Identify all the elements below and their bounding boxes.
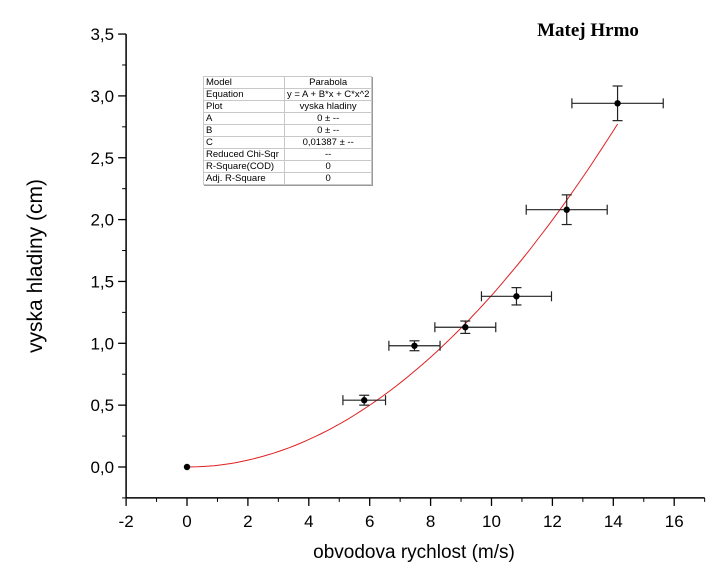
fit-curve <box>186 123 619 468</box>
stats-row: C 0,01387 ± -- <box>203 136 373 149</box>
stats-key: Plot <box>203 100 285 113</box>
data-point <box>614 100 621 107</box>
x-tick-label: 10 <box>482 512 501 531</box>
x-tick-label: 4 <box>304 512 313 531</box>
x-tick-label: 16 <box>665 512 684 531</box>
y-axis-label: vyska hladiny (cm) <box>24 179 47 353</box>
stats-value: 0 ± -- <box>283 112 373 125</box>
stats-value: 0,01387 ± -- <box>283 136 373 149</box>
data-marks <box>183 85 664 471</box>
stats-key: A <box>203 112 285 125</box>
stats-key: R-Square(COD) <box>203 160 285 173</box>
author-label: Matej Hrmo <box>537 20 639 41</box>
y-tick-label: 2,5 <box>90 149 114 168</box>
stats-row: Equation y = A + B*x + C*x^2 <box>203 88 373 101</box>
y-tick-label: 0,5 <box>90 396 114 415</box>
y-tick-label: 2,0 <box>90 211 114 230</box>
y-tick-label: 3,5 <box>90 25 114 44</box>
stats-value: 0 <box>283 172 373 185</box>
stats-row: Reduced Chi-Sqr -- <box>203 148 373 161</box>
data-point-group <box>388 340 441 352</box>
data-point <box>563 206 570 213</box>
stats-row: Model Parabola <box>203 76 373 89</box>
stats-key: Equation <box>203 88 285 101</box>
x-tick-label: 2 <box>243 512 252 531</box>
stats-value: -- <box>283 148 373 161</box>
x-tick-label: 0 <box>182 512 191 531</box>
data-point-group <box>342 394 387 406</box>
x-tick-label: 6 <box>365 512 374 531</box>
x-axis-label: obvodova rychlost (m/s) <box>313 542 515 563</box>
axes: -2 0 2 4 6 8 10 12 14 16 0,0 0,5 1,0 1,5 2,0 2,5 3,0 3,5 <box>90 25 706 531</box>
x-tick-label: 8 <box>426 512 435 531</box>
stats-key: C <box>203 136 285 149</box>
x-tick-label: 14 <box>604 512 623 531</box>
data-point-group <box>525 194 608 226</box>
data-point-group <box>434 320 497 335</box>
fit-stats-table: Model Parabola Equation y = A + B*x + C*x^2… <box>203 76 373 185</box>
stats-key: Reduced Chi-Sqr <box>203 148 285 161</box>
stats-key: Model <box>203 76 285 89</box>
y-tick-label: 0,0 <box>90 458 114 477</box>
stats-row: R-Square(COD) 0 <box>203 160 373 173</box>
y-tick-label: 1,5 <box>90 272 114 291</box>
data-point <box>462 324 469 331</box>
stats-value: 0 <box>283 160 373 173</box>
data-point-group <box>183 463 191 471</box>
stats-value: Parabola <box>283 76 373 89</box>
stats-row: Adj. R-Square 0 <box>203 172 373 185</box>
x-tick-label: 12 <box>543 512 562 531</box>
stats-value: vyska hladiny <box>283 100 373 113</box>
data-point <box>513 293 520 300</box>
y-tick-label: 3,0 <box>90 87 114 106</box>
stats-value: 0 ± -- <box>283 124 373 137</box>
stats-value: y = A + B*x + C*x^2 <box>283 88 373 101</box>
data-point <box>411 342 418 349</box>
data-point-group <box>480 287 553 306</box>
data-point <box>183 463 191 471</box>
data-point <box>361 397 368 404</box>
stats-row: Plot vyska hladiny <box>203 100 373 113</box>
stats-key: B <box>203 124 285 137</box>
x-tick-label: -2 <box>119 512 134 531</box>
y-tick-label: 1,0 <box>90 334 114 353</box>
data-point-group <box>571 85 664 122</box>
stats-key: Adj. R-Square <box>203 172 285 185</box>
